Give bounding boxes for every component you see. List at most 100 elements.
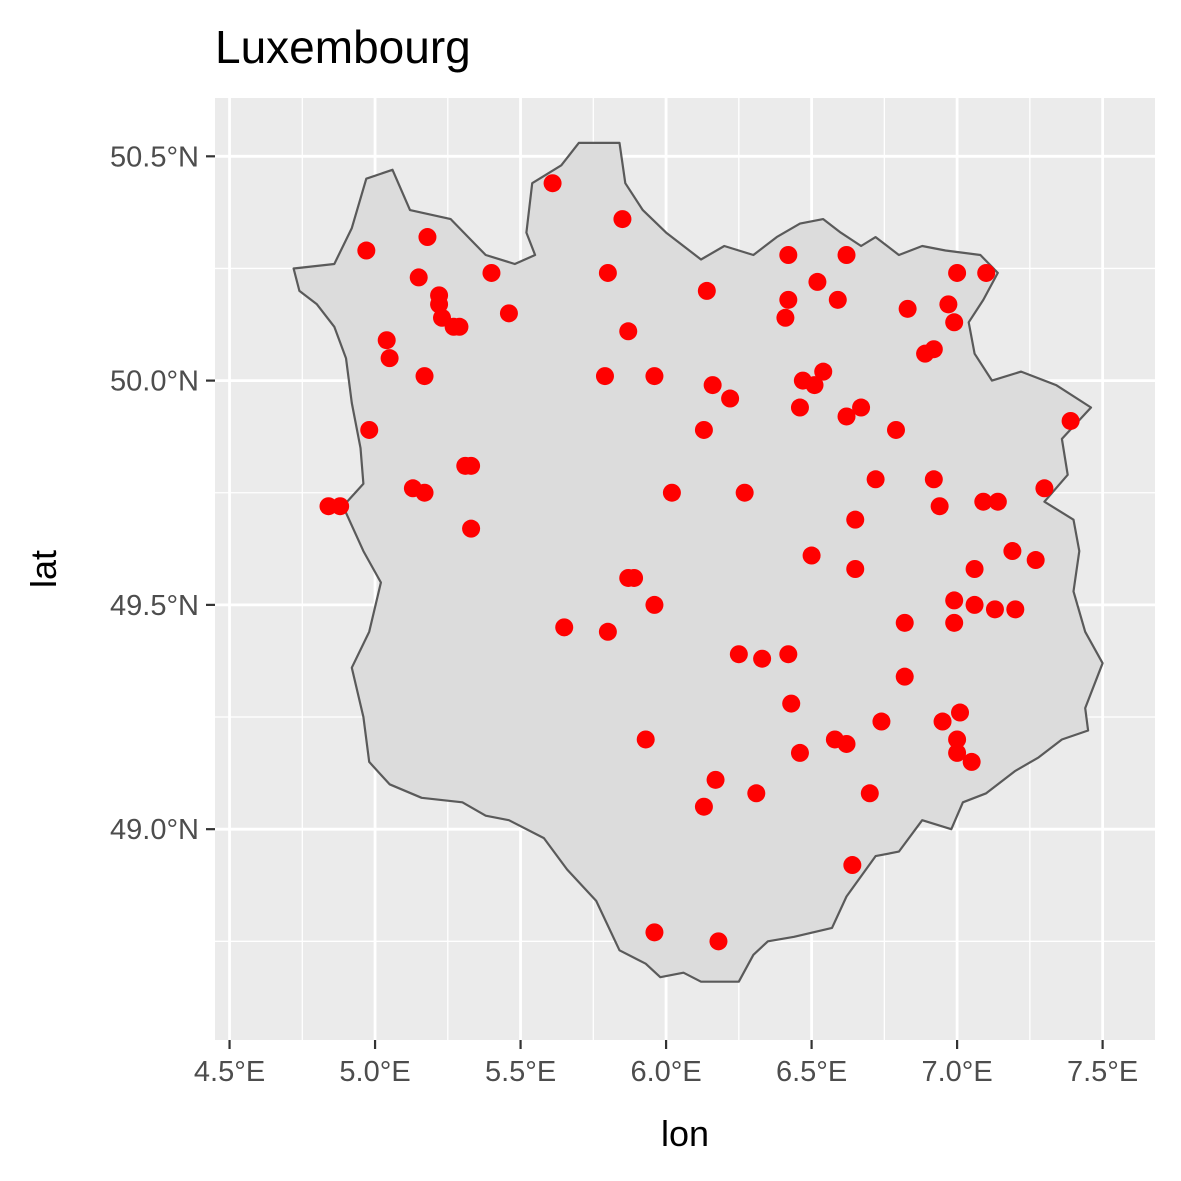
data-point: [645, 595, 664, 614]
data-point: [462, 456, 481, 475]
data-point: [1003, 542, 1022, 561]
data-point: [697, 281, 716, 300]
data-point: [828, 290, 847, 309]
x-tick-label: 5.5°E: [485, 1056, 556, 1088]
data-point: [948, 263, 967, 282]
points-layer: [319, 174, 1080, 951]
data-point: [415, 367, 434, 386]
data-point: [499, 304, 518, 323]
data-point: [729, 645, 748, 664]
data-point: [872, 712, 891, 731]
x-axis-title: lon: [661, 1113, 709, 1154]
data-point: [805, 376, 824, 395]
data-point: [645, 367, 664, 386]
data-point: [977, 263, 996, 282]
data-point: [945, 613, 964, 632]
data-point: [662, 483, 681, 502]
data-point: [706, 770, 725, 789]
data-point: [753, 649, 772, 668]
data-point: [924, 340, 943, 359]
data-point: [837, 407, 856, 426]
region-outline: [292, 141, 1104, 983]
data-point: [747, 784, 766, 803]
data-point: [802, 546, 821, 565]
y-tick-label: 50.5°N: [110, 141, 199, 173]
region-layer: [292, 141, 1104, 983]
y-axis-title: lat: [23, 550, 64, 588]
x-tick-label: 6.5°E: [776, 1056, 847, 1088]
data-point: [808, 272, 827, 291]
y-tick-label: 50.0°N: [110, 366, 199, 398]
data-point: [482, 263, 501, 282]
y-tick-label: 49.5°N: [110, 590, 199, 622]
data-point: [357, 241, 376, 260]
data-point: [450, 317, 469, 336]
data-point: [430, 295, 449, 314]
data-point: [860, 784, 879, 803]
x-tick-label: 4.5°E: [194, 1056, 265, 1088]
data-point: [924, 470, 943, 489]
chart-title: Luxembourg: [215, 21, 471, 73]
data-point: [846, 510, 865, 529]
data-point: [735, 483, 754, 502]
data-point: [962, 752, 981, 771]
data-point: [595, 367, 614, 386]
data-point: [703, 376, 722, 395]
data-point: [852, 398, 871, 417]
axes: 4.5°E 5.0°E 5.5°E 6.0°E 6.5°E 7.0°E 7.5°E 49.0°…: [110, 141, 1138, 1088]
data-point: [988, 492, 1007, 511]
data-point: [418, 228, 437, 247]
data-point: [965, 560, 984, 578]
data-point: [814, 362, 833, 381]
data-point: [837, 734, 856, 753]
data-point: [985, 600, 1004, 619]
data-point: [939, 295, 958, 314]
data-point: [598, 263, 617, 282]
data-point: [694, 420, 713, 439]
data-point: [779, 290, 798, 309]
data-point: [598, 622, 617, 641]
data-point: [790, 743, 809, 762]
data-point: [1026, 551, 1045, 570]
data-point: [779, 246, 798, 264]
data-point: [409, 268, 428, 287]
data-point: [779, 645, 798, 664]
data-point: [555, 618, 574, 637]
data-point: [951, 703, 970, 722]
y-tick-label: 49.0°N: [110, 814, 199, 846]
data-point: [948, 743, 967, 762]
data-point: [790, 398, 809, 417]
x-tick-label: 7.0°E: [921, 1056, 992, 1088]
data-point: [776, 308, 795, 327]
data-point: [613, 210, 632, 229]
data-point: [543, 174, 562, 193]
data-point: [895, 667, 914, 686]
data-point: [636, 730, 655, 749]
data-point: [377, 331, 396, 350]
data-point: [846, 560, 865, 578]
data-point: [645, 923, 664, 942]
data-point: [360, 420, 379, 439]
data-point: [1006, 600, 1025, 619]
data-point: [948, 730, 967, 749]
data-point: [974, 492, 993, 511]
data-point: [619, 322, 638, 341]
data-point: [331, 497, 350, 516]
data-point: [933, 712, 952, 731]
data-point: [837, 246, 856, 264]
data-point: [965, 595, 984, 614]
data-point: [895, 613, 914, 632]
data-point: [694, 797, 713, 816]
data-point: [930, 497, 949, 516]
data-point: [625, 568, 644, 587]
data-point: [945, 313, 964, 332]
x-tick-label: 5.0°E: [339, 1056, 410, 1088]
data-point: [1061, 411, 1080, 430]
data-point: [886, 420, 905, 439]
data-point: [721, 389, 740, 408]
x-tick-label: 7.5°E: [1067, 1056, 1138, 1088]
data-point: [380, 349, 399, 368]
x-tick-label: 6.0°E: [630, 1056, 701, 1088]
data-point: [1035, 479, 1054, 498]
